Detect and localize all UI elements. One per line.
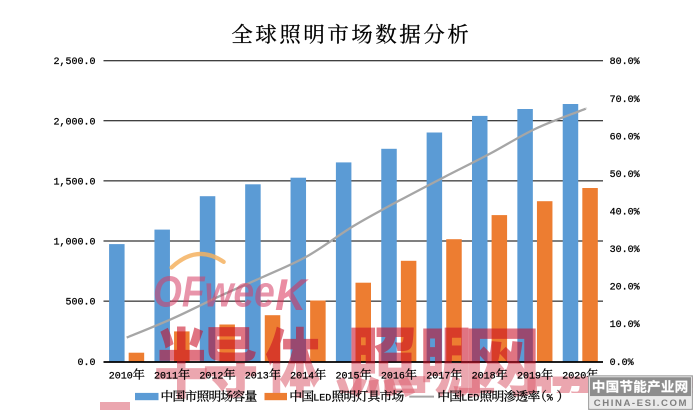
svg-text:%: % [547, 393, 553, 404]
svg-text:50.0%: 50.0% [610, 170, 640, 181]
svg-text:500.0: 500.0 [66, 298, 96, 309]
svg-text:80.0%: 80.0% [610, 57, 640, 68]
svg-text:2012: 2012 [199, 372, 223, 383]
svg-text:70.0%: 70.0% [610, 95, 640, 106]
svg-text:2010: 2010 [109, 372, 133, 383]
svg-text:2016: 2016 [381, 372, 405, 383]
svg-text:0.0: 0.0 [78, 358, 96, 369]
svg-text:20.0%: 20.0% [610, 283, 640, 294]
svg-text:LED: LED [313, 393, 331, 404]
svg-text:10.0%: 10.0% [610, 320, 640, 331]
svg-text:CHINA-ESI.COM: CHINA-ESI.COM [594, 398, 688, 409]
svg-text:K: K [275, 271, 309, 321]
svg-text:LED: LED [461, 393, 479, 404]
svg-text:30.0%: 30.0% [610, 245, 640, 256]
svg-text:2018: 2018 [472, 372, 496, 383]
svg-text:1,000.0: 1,000.0 [54, 238, 96, 249]
svg-text:2017: 2017 [426, 372, 450, 383]
svg-text:60.0%: 60.0% [610, 132, 640, 143]
svg-text:2,000.0: 2,000.0 [54, 117, 96, 128]
svg-text:2019: 2019 [517, 372, 541, 383]
svg-text:2011: 2011 [154, 372, 178, 383]
svg-text:2020: 2020 [562, 372, 586, 383]
svg-text:40.0%: 40.0% [610, 208, 640, 219]
svg-text:2013: 2013 [245, 372, 269, 383]
svg-text:1,500.0: 1,500.0 [54, 177, 96, 188]
svg-text:2014: 2014 [290, 372, 314, 383]
svg-text:OFwee: OFwee [153, 267, 275, 316]
svg-text:2,500.0: 2,500.0 [54, 57, 96, 68]
svg-text:0.0%: 0.0% [610, 358, 634, 369]
svg-text:2015: 2015 [336, 372, 360, 383]
